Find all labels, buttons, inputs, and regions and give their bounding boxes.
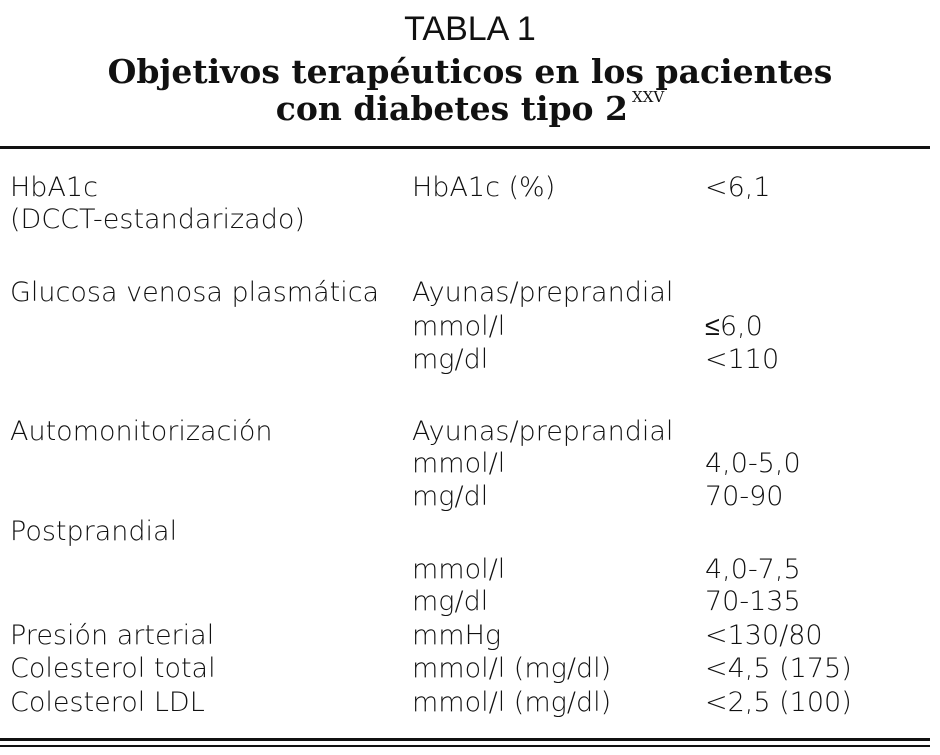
bottom-rule (0, 738, 930, 741)
cell-value: <2,5 (100) (705, 687, 852, 718)
table-label: TABLA 1 (404, 10, 536, 48)
table-title: Objetivos terapéuticos en los pacientes (107, 52, 833, 91)
cell-unit: mg/dl (412, 586, 489, 617)
cell-unit: HbA1c (%) (412, 172, 556, 203)
cell-value: ≤6,0 (705, 311, 763, 342)
cell-label: Colesterol total (10, 653, 216, 684)
cell-unit: mg/dl (412, 481, 489, 512)
cell-unit: Ayunas/preprandial (412, 277, 674, 308)
cell-value: <110 (705, 344, 780, 375)
cell-label: HbA1c (10, 172, 98, 203)
cell-label: Colesterol LDL (10, 687, 205, 718)
cell-label: (DCCT-estandarizado) (10, 204, 305, 235)
cell-value: <6,1 (705, 172, 771, 203)
cell-unit: mmol/l (412, 311, 506, 342)
cell-label: Presión arterial (10, 620, 215, 651)
cell-label: Postprandial (10, 516, 178, 547)
cell-unit: mmol/l (412, 448, 506, 479)
cell-label: Automonitorización (10, 416, 273, 447)
cell-value: 70-90 (705, 481, 784, 512)
cell-value: 70-135 (705, 586, 801, 617)
cell-value: 4,0-5,0 (705, 448, 801, 479)
cell-unit: mmol/l (mg/dl) (412, 653, 612, 684)
cell-unit: mmHg (412, 620, 502, 651)
table-title: con diabetes tipo 2 (275, 89, 629, 128)
cell-unit: mg/dl (412, 344, 489, 375)
cell-unit: mmol/l (412, 554, 506, 585)
table-title: con diabetes tipo 2 XXV (0, 88, 940, 128)
cell-value: <130/80 (705, 620, 823, 651)
cell-unit: mmol/l (mg/dl) (412, 687, 612, 718)
bottom-rule (0, 745, 930, 747)
cell-value: <4,5 (175) (705, 653, 852, 684)
cell-label: Glucosa venosa plasmática (10, 277, 380, 308)
cell-unit: Ayunas/preprandial (412, 416, 674, 447)
reference: XXV (632, 88, 665, 106)
top-rule (0, 146, 930, 149)
cell-value: 4,0-7,5 (705, 554, 801, 585)
